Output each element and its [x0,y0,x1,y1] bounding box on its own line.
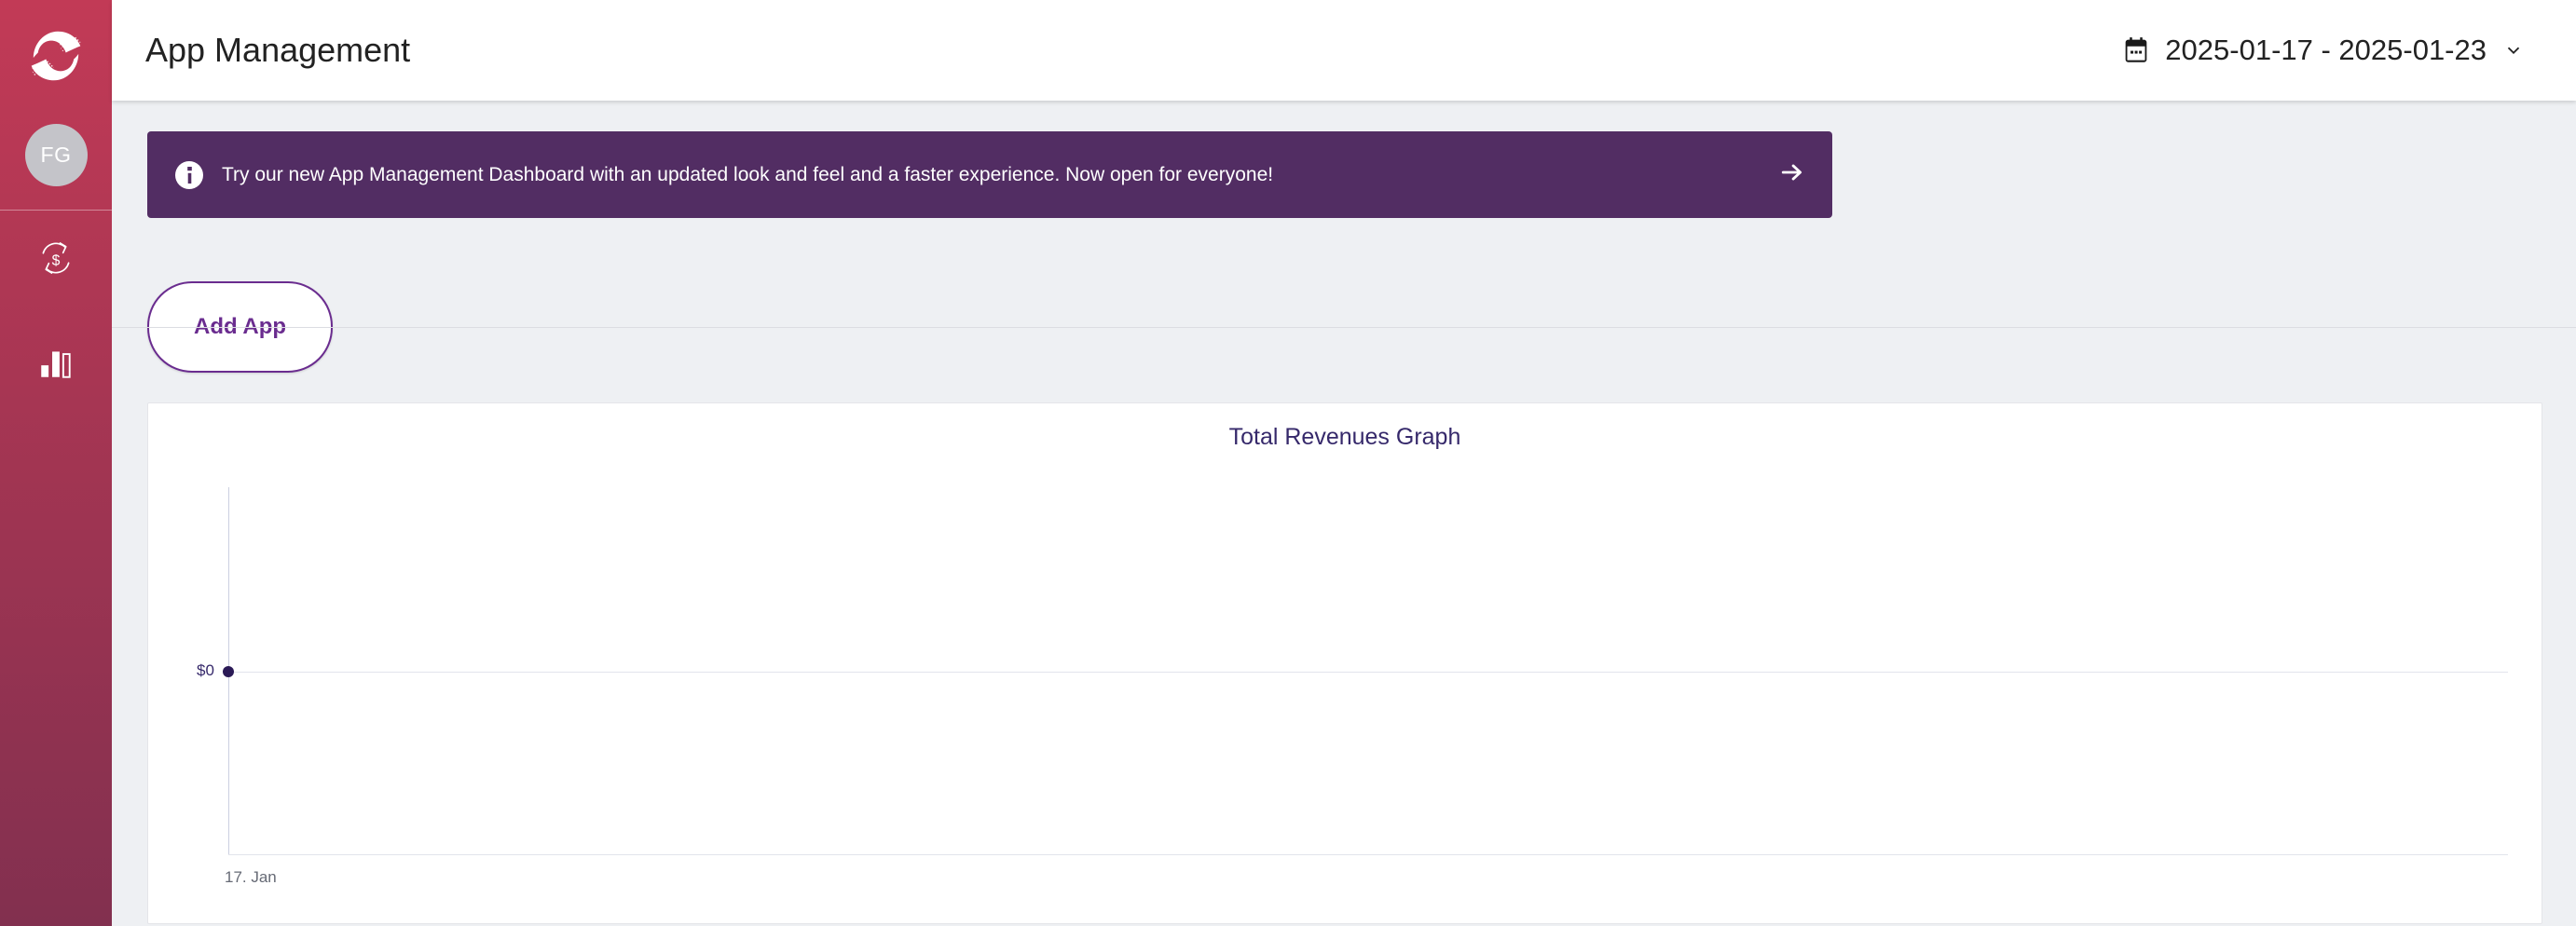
svg-text:$: $ [52,252,61,268]
